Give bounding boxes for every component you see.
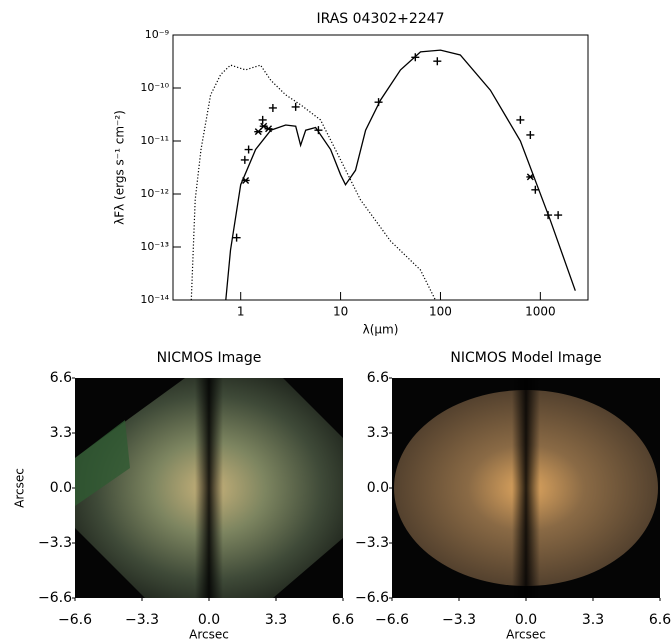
y-tick-label: −6.6	[38, 590, 72, 606]
x-tick-label: 6.6	[332, 612, 354, 628]
data-point	[554, 211, 563, 220]
y-tick-label: 10⁻¹³	[140, 240, 169, 253]
x-axis-label: Arcsec	[189, 628, 229, 642]
y-tick-label: −3.3	[38, 535, 72, 551]
data-point	[254, 128, 263, 136]
sed-panel: IRAS 04302+2247 λ(μm) λFλ (ergs s⁻¹ cm⁻²) 1…	[113, 11, 589, 337]
data-point	[244, 145, 253, 154]
x-axis-label: Arcsec	[506, 628, 546, 642]
data-point	[264, 125, 273, 133]
x-tick-label: 3.3	[265, 612, 287, 628]
data-point	[433, 57, 442, 66]
x-tick-label: −3.3	[125, 612, 159, 628]
y-tick-label: 10⁻⁹	[145, 28, 169, 41]
data-point	[544, 211, 553, 220]
x-tick-label: 10	[333, 305, 348, 319]
dust-lane	[195, 378, 223, 598]
data-point	[516, 115, 525, 124]
x-axis-label: λ(μm)	[363, 323, 399, 337]
data-point	[291, 102, 300, 111]
y-axis-label: Arcsec	[13, 468, 27, 508]
y-tick-label: 10⁻¹¹	[140, 134, 169, 147]
panel-title: NICMOS Model Image	[450, 350, 601, 366]
data-point	[374, 98, 383, 107]
data-point	[268, 103, 277, 112]
x-tick-label: 0.0	[515, 612, 537, 628]
data-point	[526, 130, 535, 139]
data-point	[240, 155, 249, 164]
sed-curve	[190, 64, 436, 301]
x-tick-label: −6.6	[58, 612, 92, 628]
data-point	[241, 176, 250, 184]
data-point	[526, 173, 535, 181]
data-point	[531, 185, 540, 194]
image-panel: NICMOS Model Image Arcsec −6.6 −3.3 0.0 3.3 6.…	[355, 350, 671, 642]
y-tick-label: −3.3	[355, 535, 389, 551]
y-tick-label: 3.3	[367, 425, 389, 441]
sed-curve	[225, 49, 576, 301]
data-point	[314, 126, 323, 135]
data-point	[258, 115, 267, 124]
y-tick-label: 10⁻¹²	[140, 187, 169, 200]
x-tick-label: 1000	[525, 305, 556, 319]
x-tick-label: 1	[237, 305, 245, 319]
y-tick-label: 6.6	[50, 370, 72, 386]
panel-title: NICMOS Image	[157, 350, 262, 366]
x-tick-label: 0.0	[198, 612, 220, 628]
y-tick-label: 3.3	[50, 425, 72, 441]
data-point	[411, 53, 420, 62]
data-point	[232, 233, 241, 242]
x-tick-label: 6.6	[649, 612, 671, 628]
x-tick-label: 3.3	[582, 612, 604, 628]
y-tick-label: 10⁻¹⁰	[140, 81, 169, 94]
x-tick-label: −3.3	[442, 612, 476, 628]
y-tick-label: 10⁻¹⁴	[140, 293, 169, 306]
observed-strip	[75, 420, 130, 506]
chart-title: IRAS 04302+2247	[316, 11, 444, 27]
x-tick-label: −6.6	[375, 612, 409, 628]
y-axis-label: λFλ (ergs s⁻¹ cm⁻²)	[113, 110, 127, 225]
dust-lane	[512, 378, 540, 598]
image-panel: NICMOS Image Arcsec Arcsec −6.6 −3.3 0.0 3.3 6.…	[13, 350, 355, 642]
y-tick-label: 0.0	[50, 480, 72, 496]
plot-frame	[172, 34, 589, 301]
y-tick-label: 6.6	[367, 370, 389, 386]
x-tick-label: 100	[429, 305, 452, 319]
y-tick-label: −6.6	[355, 590, 389, 606]
y-tick-label: 0.0	[367, 480, 389, 496]
